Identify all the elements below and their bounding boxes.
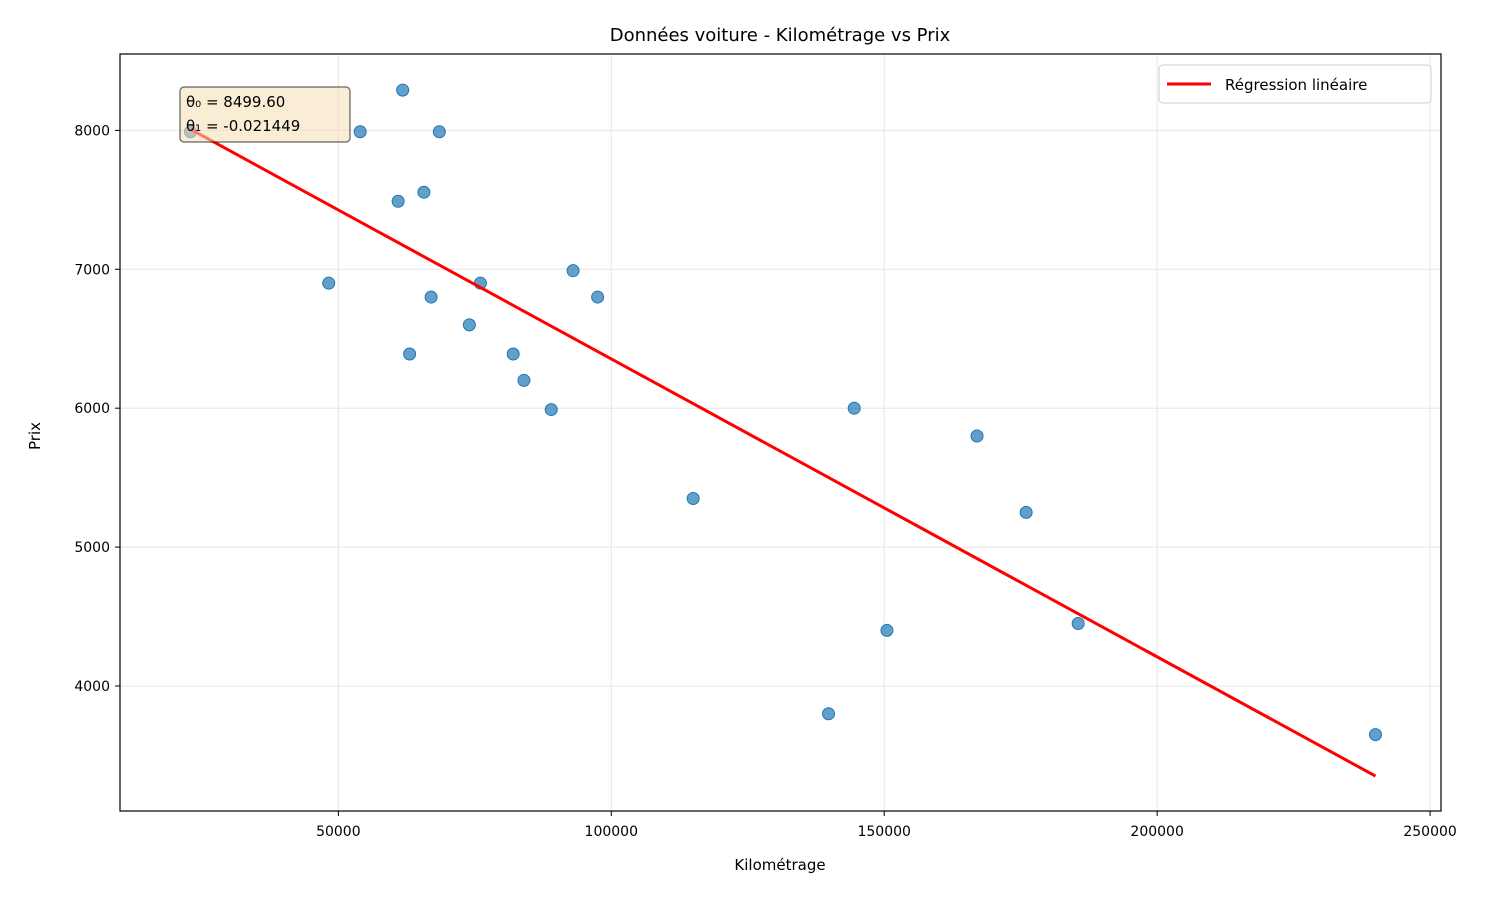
data-point xyxy=(970,429,984,443)
y-tick-label: 5000 xyxy=(74,540,110,556)
y-tick-label: 6000 xyxy=(74,401,110,417)
data-point xyxy=(1368,728,1382,742)
parameters-annotation: θ₀ = 8499.60 θ₁ = -0.021449 xyxy=(179,86,351,143)
data-point xyxy=(591,290,605,304)
y-axis-title: Prix xyxy=(26,422,44,450)
data-point xyxy=(1071,616,1085,630)
annotation-theta1: θ₁ = -0.021449 xyxy=(186,117,300,135)
data-point xyxy=(880,623,894,637)
data-point xyxy=(822,707,836,721)
data-point xyxy=(424,290,438,304)
regression-line-layer xyxy=(189,127,1377,778)
grid-lines xyxy=(120,54,1441,811)
chart-title: Données voiture - Kilométrage vs Prix xyxy=(610,25,951,46)
data-point xyxy=(353,125,367,139)
x-tick-label: 100000 xyxy=(585,824,638,840)
data-point xyxy=(432,125,446,139)
x-tick-label: 250000 xyxy=(1403,824,1456,840)
data-point xyxy=(517,373,531,387)
data-point xyxy=(847,401,861,415)
legend-label: Régression linéaire xyxy=(1225,76,1367,94)
data-point xyxy=(396,83,410,97)
data-point xyxy=(506,347,520,361)
axis-ticks: 50000 100000 150000 200000 250000 4000 5000 600… xyxy=(74,123,1456,840)
x-tick-label: 50000 xyxy=(316,824,361,840)
data-point xyxy=(417,185,431,199)
annotation-box xyxy=(179,86,351,143)
x-axis-title: Kilométrage xyxy=(734,856,825,874)
x-tick-label: 150000 xyxy=(857,824,910,840)
y-tick-label: 4000 xyxy=(74,679,110,695)
data-point xyxy=(1019,505,1033,519)
legend: Régression linéaire xyxy=(1158,64,1432,104)
data-point xyxy=(566,264,580,278)
data-point xyxy=(686,491,700,505)
x-tick-label: 200000 xyxy=(1130,824,1183,840)
y-tick-label: 7000 xyxy=(74,262,110,278)
plot-frame xyxy=(119,53,1442,812)
data-point xyxy=(462,318,476,332)
data-point xyxy=(544,403,558,417)
data-point xyxy=(322,276,336,290)
data-point xyxy=(391,194,405,208)
regression-line xyxy=(189,127,1377,778)
y-tick-label: 8000 xyxy=(74,123,110,139)
data-point xyxy=(403,347,417,361)
legend-box xyxy=(1158,64,1432,104)
annotation-theta0: θ₀ = 8499.60 xyxy=(186,93,285,111)
